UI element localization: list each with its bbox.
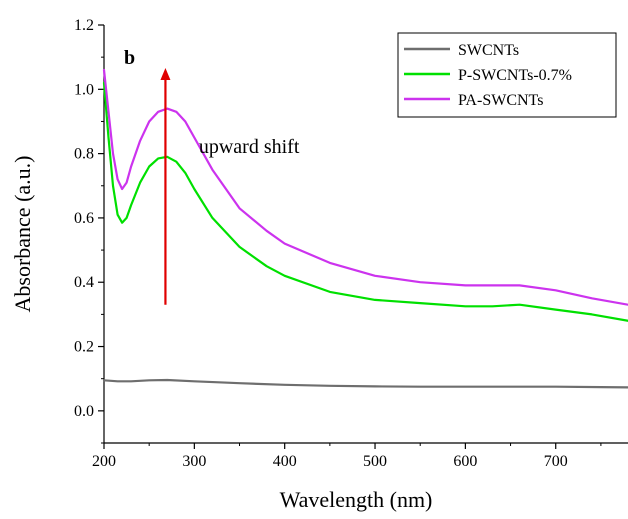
panel-label: b [124, 47, 135, 69]
series-lines [102, 68, 628, 389]
legend-label-0: SWCNTs [458, 42, 519, 59]
x-tick-label: 200 [92, 453, 116, 470]
x-tick-label: 600 [453, 453, 477, 470]
axes: 0.0 0.2 0.4 0.6 0.8 1.0 1.2 200 300 400 500 600 700 W… [10, 17, 628, 512]
x-tick-label: 500 [363, 453, 387, 470]
x-tick-label: 300 [182, 453, 206, 470]
upward-arrow-head [160, 68, 171, 81]
annotation: upward shift [160, 68, 300, 305]
y-tick-label: 0.6 [74, 210, 94, 227]
legend-label-1: P-SWCNTs-0.7% [458, 67, 572, 84]
y-axis-title: Absorbance (a.u.) [10, 156, 35, 313]
x-tick-label: 400 [273, 453, 297, 470]
y-tick-label: 0.8 [74, 146, 94, 163]
x-axis-title: Wavelength (nm) [280, 487, 433, 512]
y-tick-label: 1.2 [74, 17, 94, 34]
y-tick-label: 0.4 [74, 274, 94, 291]
series-line-1 [102, 81, 628, 322]
y-tick-label: 0.0 [74, 403, 94, 420]
annotation-text: upward shift [199, 136, 300, 158]
y-tick-label: 0.2 [74, 339, 94, 356]
y-tick-label: 1.0 [74, 81, 94, 98]
legend: SWCNTs P-SWCNTs-0.7% PA-SWCNTs [397, 32, 617, 118]
legend-label-2: PA-SWCNTs [458, 92, 543, 109]
series-line-0 [102, 378, 628, 389]
series-line-2 [102, 68, 628, 306]
x-tick-label: 700 [544, 453, 568, 470]
